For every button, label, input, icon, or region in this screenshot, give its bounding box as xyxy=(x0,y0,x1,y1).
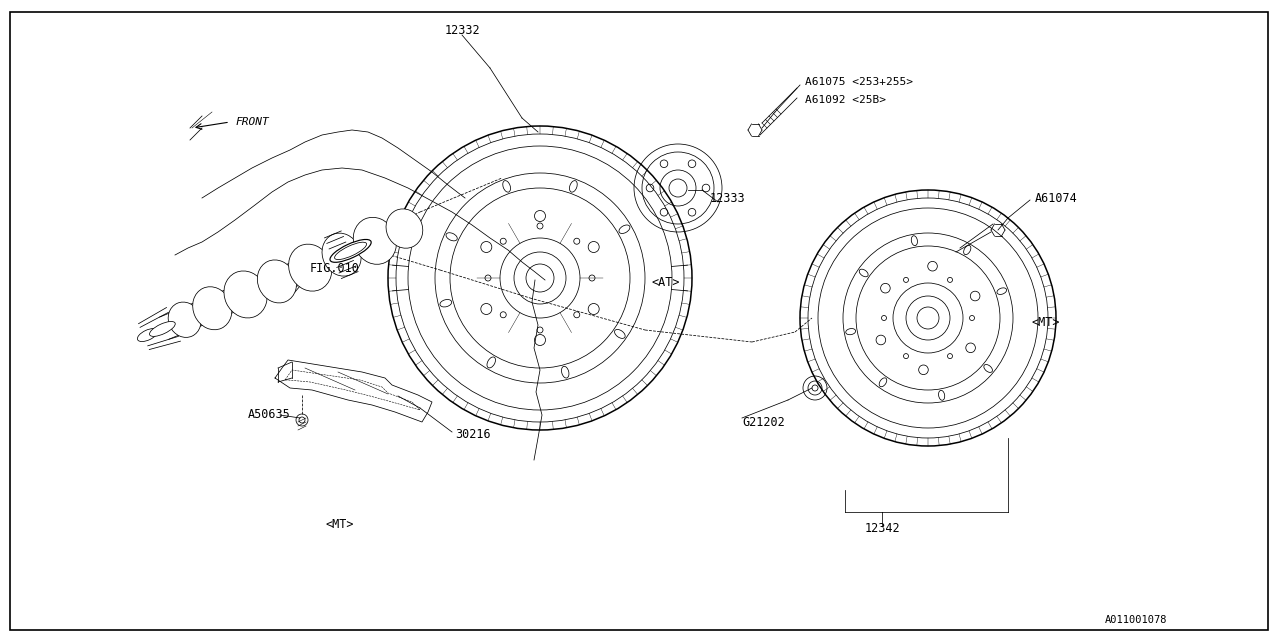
Text: A011001078: A011001078 xyxy=(1105,615,1167,625)
Ellipse shape xyxy=(193,287,232,330)
Ellipse shape xyxy=(387,209,422,248)
Ellipse shape xyxy=(224,271,268,318)
Ellipse shape xyxy=(334,242,366,260)
Text: 12333: 12333 xyxy=(710,191,746,205)
Text: <AT>: <AT> xyxy=(652,275,681,289)
Text: 12342: 12342 xyxy=(864,522,900,534)
Text: 30216: 30216 xyxy=(454,429,490,442)
Ellipse shape xyxy=(353,218,397,264)
Ellipse shape xyxy=(137,328,157,342)
Text: A61074: A61074 xyxy=(1036,191,1078,205)
Ellipse shape xyxy=(323,233,361,276)
Ellipse shape xyxy=(150,321,175,337)
Text: FRONT: FRONT xyxy=(236,117,270,127)
Text: <MT>: <MT> xyxy=(325,518,355,531)
Text: 12332: 12332 xyxy=(444,24,480,36)
Ellipse shape xyxy=(257,260,297,303)
Text: <MT>: <MT> xyxy=(1032,316,1061,328)
Text: A50635: A50635 xyxy=(248,408,291,422)
Ellipse shape xyxy=(168,302,201,337)
Text: FIG.010: FIG.010 xyxy=(310,262,360,275)
Text: A61092 <25B>: A61092 <25B> xyxy=(805,95,886,105)
Ellipse shape xyxy=(288,244,332,291)
Text: G21202: G21202 xyxy=(742,415,785,429)
Ellipse shape xyxy=(330,239,371,262)
Text: A61075 <253+255>: A61075 <253+255> xyxy=(805,77,913,87)
